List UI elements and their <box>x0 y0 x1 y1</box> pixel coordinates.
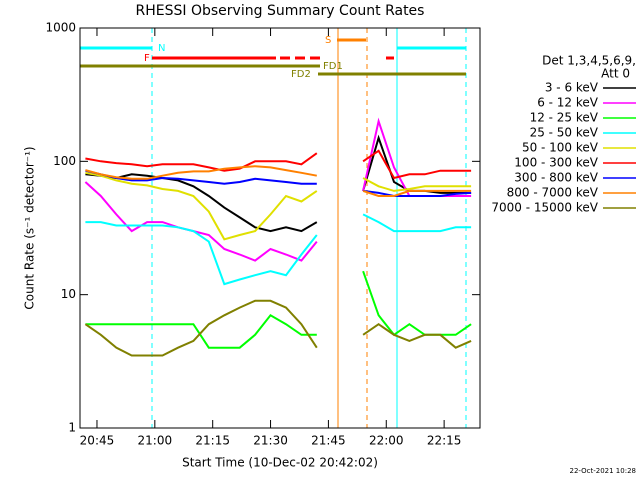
series-line <box>85 169 472 197</box>
series-line <box>85 171 472 241</box>
y-tick-label: 100 <box>53 154 76 168</box>
legend-label: 3 - 6 keV <box>545 81 599 95</box>
legend-label: 800 - 7000 keV <box>507 186 599 200</box>
flag-label: N <box>158 43 165 54</box>
chart-title: RHESSI Observing Summary Count Rates <box>136 3 425 19</box>
y-tick-label: 1 <box>68 421 76 435</box>
y-tick-label: 1000 <box>45 21 76 35</box>
legend-label: 7000 - 15000 keV <box>491 201 598 215</box>
flag-label: FD2 <box>291 69 311 80</box>
x-tick-label: 22:15 <box>427 434 462 448</box>
series-line <box>84 299 472 357</box>
legend-header: Att 0 <box>601 67 630 81</box>
x-tick-label: 22:00 <box>369 434 404 448</box>
flag-bars: N F S FD1 FD2 <box>80 28 467 428</box>
y-tick-label: 10 <box>61 287 76 301</box>
legend-label: 300 - 800 keV <box>514 171 598 185</box>
x-tick-label: 21:30 <box>253 434 288 448</box>
x-tick-label: 21:15 <box>195 434 230 448</box>
legend-header: Det 1,3,4,5,6,9, <box>542 54 636 68</box>
x-tick-label: 21:45 <box>311 434 346 448</box>
flag-label: F <box>144 53 150 64</box>
flag-label: S <box>325 35 331 46</box>
legend-label: 12 - 25 keV <box>530 111 599 125</box>
legend-label: 50 - 100 keV <box>522 141 599 155</box>
legend-label: 25 - 50 keV <box>530 126 599 140</box>
y-axis-label: Count Rate (s⁻¹ detector⁻¹) <box>23 146 37 309</box>
series-line <box>85 165 472 197</box>
series-line <box>85 213 472 286</box>
plot-frame <box>79 27 481 429</box>
series-line <box>85 149 472 180</box>
legend-label: 100 - 300 keV <box>514 156 598 170</box>
x-tick-label: 20:45 <box>80 434 115 448</box>
flag-label: FD1 <box>323 61 343 72</box>
footer-date: 22-Oct-2021 10:28 <box>570 467 636 475</box>
legend-label: 6 - 12 keV <box>537 96 599 110</box>
series-line <box>85 270 472 349</box>
x-tick-label: 21:00 <box>138 434 173 448</box>
x-axis-label: Start Time (10-Dec-02 20:42:02) <box>182 456 378 470</box>
